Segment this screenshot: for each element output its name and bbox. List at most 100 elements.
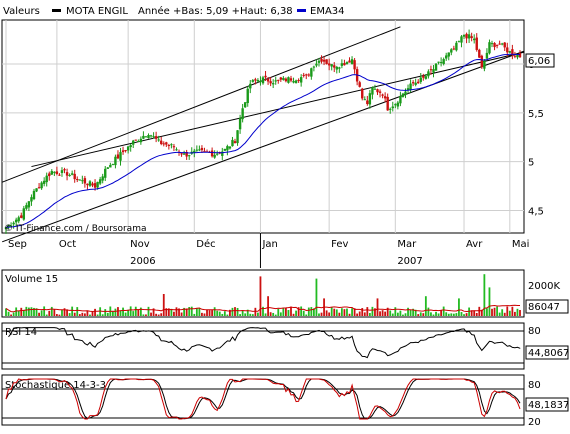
candle-body xyxy=(137,141,140,143)
candle-body xyxy=(259,80,262,82)
candle-body xyxy=(223,148,227,151)
month-label: Avr xyxy=(466,239,483,250)
month-label: Fev xyxy=(331,239,348,250)
month-label: Déc xyxy=(196,238,215,250)
channel-upper-line xyxy=(2,26,401,183)
candle-body xyxy=(228,146,232,149)
candle-body xyxy=(508,51,512,53)
candle-body xyxy=(65,172,69,176)
volume-bar xyxy=(122,307,124,316)
volume-bar xyxy=(226,314,229,316)
channel-mid-line xyxy=(31,51,524,168)
candle-body xyxy=(132,140,135,145)
volume-bar xyxy=(246,309,249,316)
volume-bar xyxy=(488,287,491,316)
volume-bar xyxy=(201,312,203,316)
candle-body xyxy=(264,75,267,78)
volume-bar xyxy=(274,314,277,316)
month-label: Oct xyxy=(59,239,76,250)
volume-bar xyxy=(302,310,305,316)
candle-body xyxy=(30,197,33,202)
candle-body xyxy=(4,227,8,230)
candle-body xyxy=(338,67,341,69)
volume-bar xyxy=(458,298,460,316)
legend-range: Année +Bas: 5,09 +Haut: 6,38 xyxy=(138,5,293,17)
rsi-line xyxy=(8,327,521,359)
candle-body xyxy=(210,150,214,157)
volume-bar xyxy=(33,307,35,316)
volume-bar xyxy=(30,307,33,316)
price-y-tick: 4,5 xyxy=(528,207,544,218)
volume-bar xyxy=(478,306,481,316)
candle-body xyxy=(488,42,491,54)
candle-body xyxy=(126,146,130,151)
candle-body xyxy=(434,63,438,71)
candle-body xyxy=(292,81,295,83)
volume-bar xyxy=(519,309,521,316)
volume-bar xyxy=(111,311,114,316)
candle-body xyxy=(312,66,316,68)
candle-body xyxy=(14,219,18,223)
volume-bar xyxy=(134,306,137,316)
candle-body xyxy=(165,142,168,145)
volume-bar xyxy=(81,312,84,316)
candle-body xyxy=(445,55,448,59)
volume-bar xyxy=(203,313,206,316)
volume-bar xyxy=(89,314,91,316)
volume-bar xyxy=(473,310,476,316)
candle-body xyxy=(409,83,412,90)
candle-body xyxy=(378,91,382,93)
candle-body xyxy=(460,36,463,43)
candle-body xyxy=(282,77,285,80)
volume-bar xyxy=(267,296,269,316)
volume-bar xyxy=(66,309,68,316)
volume-bar xyxy=(491,308,493,316)
candle-body xyxy=(119,152,122,161)
candle-body xyxy=(25,205,28,209)
candle-body xyxy=(70,173,74,175)
volume-bar xyxy=(330,307,333,316)
candle-body xyxy=(472,38,476,41)
candle-body xyxy=(417,81,420,84)
candle-body xyxy=(203,150,206,152)
volume-bar xyxy=(5,308,7,316)
candle-body xyxy=(160,140,163,144)
candle-body xyxy=(226,146,229,151)
volume-bar xyxy=(213,307,216,316)
candle-body xyxy=(399,95,402,104)
volume-bar xyxy=(239,314,241,316)
volume-bar xyxy=(132,311,135,316)
candle-body xyxy=(299,77,303,83)
volume-bar xyxy=(371,306,374,316)
candle-body xyxy=(63,169,66,171)
candle-body xyxy=(167,144,171,146)
candle-body xyxy=(200,147,204,151)
volume-bar xyxy=(310,307,313,316)
volume-bar xyxy=(358,311,361,316)
volume-bar xyxy=(28,307,30,316)
candle-body xyxy=(73,173,76,180)
volume-bar xyxy=(514,311,516,316)
volume-bar xyxy=(236,307,239,316)
candle-body xyxy=(322,59,326,62)
volume-bar xyxy=(470,310,473,316)
candle-body xyxy=(215,153,219,155)
volume-bar xyxy=(76,307,79,316)
candle-body xyxy=(279,77,283,80)
volume-bar xyxy=(198,308,201,316)
volume-bar xyxy=(516,308,519,316)
volume-bar xyxy=(119,310,122,316)
candle-body xyxy=(297,79,300,81)
volume-bar xyxy=(506,306,509,316)
candle-body xyxy=(490,43,494,45)
volume-bar xyxy=(279,312,282,316)
legend-ema: EMA34 xyxy=(310,6,345,17)
volume-bar xyxy=(440,310,443,316)
volume-bar xyxy=(384,311,387,316)
volume-bar xyxy=(394,307,397,316)
candle-body xyxy=(198,149,201,151)
volume-bar xyxy=(241,310,244,316)
volume-bar xyxy=(269,312,272,316)
volume-bar xyxy=(496,306,498,316)
